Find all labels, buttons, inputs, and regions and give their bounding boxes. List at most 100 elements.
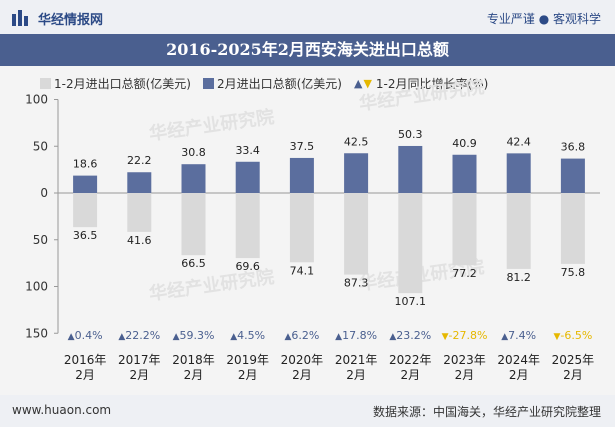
site-url: www.huaon.com: [12, 403, 112, 417]
bar-janfeb: [235, 193, 260, 259]
x-tick-label-line: 2018年: [172, 353, 215, 367]
data-label-janfeb: 75.8: [561, 266, 586, 279]
triangle-down-icon: ▼: [363, 76, 372, 90]
growth-label: ▲23.2%: [389, 329, 431, 342]
data-label-feb: 33.4: [235, 144, 260, 157]
logo-icon: [12, 10, 28, 26]
growth-value: 6.2%: [291, 329, 319, 342]
x-tick-label: 2025年 2月: [552, 353, 595, 382]
growth-label: ▼-6.5%: [553, 329, 592, 342]
watermark-text: 华经产业研究院: [148, 106, 276, 145]
x-tick-label: 2018年 2月: [172, 353, 215, 382]
bar-feb: [506, 153, 531, 193]
growth-value: 7.4%: [508, 329, 536, 342]
tagline: 专业严谨 ● 客观科学: [486, 12, 601, 26]
legend-label-janfeb: 1-2月进出口总额(亿美元): [54, 76, 191, 91]
triangle-down-icon: ▼: [442, 332, 449, 342]
x-tick-label: 2024年 2月: [497, 353, 540, 382]
growth-label: ▲22.2%: [118, 329, 160, 342]
triangle-up-icon: ▲: [335, 332, 342, 342]
bar-feb: [452, 154, 477, 193]
chart-area: 华经产业研究院华经产业研究院华经产业研究院华经产业研究院100500501001…: [25, 76, 600, 382]
x-tick-label-line: 2月: [455, 368, 475, 382]
growth-value: 0.4%: [75, 329, 103, 342]
growth-value: 23.2%: [396, 329, 431, 342]
x-tick-label: 2020年 2月: [281, 353, 324, 382]
bar-janfeb: [452, 193, 477, 266]
growth-label: ▲17.8%: [335, 329, 377, 342]
x-tick-label-line: 2月: [292, 368, 312, 382]
x-tick-label: 2017年 2月: [118, 353, 161, 382]
bar-feb: [560, 158, 585, 193]
bar-janfeb: [344, 193, 369, 275]
data-label-feb: 18.6: [73, 158, 98, 171]
bar-feb: [127, 172, 152, 193]
x-tick-label-line: 2月: [184, 368, 204, 382]
growth-value: 4.5%: [237, 329, 265, 342]
data-label-feb: 36.8: [561, 141, 586, 154]
data-label-feb: 40.9: [452, 137, 477, 150]
legend-item-janfeb: 1-2月进出口总额(亿美元): [40, 75, 191, 92]
x-tick-label-line: 2月: [129, 368, 149, 382]
x-tick-label-line: 2019年: [226, 353, 269, 367]
bar-feb: [344, 153, 369, 193]
x-tick-label: 2021年 2月: [335, 353, 378, 382]
legend-item-growth: ▲ ▼ 1-2月同比增长率(%): [354, 75, 488, 92]
growth-value: 17.8%: [342, 329, 377, 342]
growth-label: ▼-27.8%: [442, 329, 488, 342]
watermark-text: 华经产业研究院: [358, 76, 486, 115]
data-label-feb: 30.8: [181, 146, 206, 159]
x-tick-label-line: 2025年: [552, 353, 595, 367]
x-tick-label-line: 2月: [563, 368, 583, 382]
x-tick-label-line: 2月: [509, 368, 529, 382]
growth-label: ▲6.2%: [284, 329, 319, 342]
y-tick-label: 100: [25, 280, 48, 294]
bar-feb: [181, 164, 206, 193]
data-label-janfeb: 41.6: [127, 234, 152, 247]
bar-feb: [398, 145, 423, 193]
y-tick-label: 50: [33, 233, 48, 247]
x-tick-label-line: 2023年: [443, 353, 486, 367]
growth-label: ▲7.4%: [501, 329, 536, 342]
triangle-up-icon: ▲: [389, 332, 396, 342]
triangle-up-icon: ▲: [353, 76, 363, 90]
bar-feb: [235, 161, 260, 193]
bar-janfeb: [560, 193, 585, 264]
x-tick-label-line: 2月: [238, 368, 258, 382]
bar-feb: [73, 175, 98, 193]
growth-value: -27.8%: [449, 329, 488, 342]
x-tick-label-line: 2月: [400, 368, 420, 382]
x-tick-label-line: 2月: [346, 368, 366, 382]
chart-title: 2016-2025年2月西安海关进出口总额: [0, 34, 615, 66]
x-tick-label-line: 2016年: [64, 353, 107, 367]
data-label-feb: 22.2: [127, 154, 152, 167]
bar-janfeb: [398, 193, 423, 294]
data-label-janfeb: 81.2: [506, 271, 531, 284]
triangle-down-icon: ▼: [553, 332, 560, 342]
triangle-up-icon: ▲: [284, 332, 291, 342]
y-tick-label: 0: [40, 186, 48, 200]
legend-item-feb: 2月进出口总额(亿美元): [202, 75, 342, 92]
growth-label: ▲59.3%: [173, 329, 215, 342]
x-tick-label: 2023年 2月: [443, 353, 486, 382]
x-tick-label-line: 2017年: [118, 353, 161, 367]
data-label-feb: 37.5: [290, 140, 315, 153]
x-tick-label: 2022年 2月: [389, 353, 432, 382]
legend: 1-2月进出口总额(亿美元) 2月进出口总额(亿美元) ▲ ▼ 1-2月同比增长…: [40, 74, 500, 92]
x-tick-label: 2016年 2月: [64, 353, 107, 382]
data-label-feb: 42.5: [344, 135, 369, 148]
x-tick-label: 2019年 2月: [226, 353, 269, 382]
x-tick-label-line: 2022年: [389, 353, 432, 367]
x-tick-label-line: 2020年: [281, 353, 324, 367]
legend-label-feb: 2月进出口总额(亿美元): [216, 76, 342, 91]
growth-value: 59.3%: [179, 329, 214, 342]
growth-label: ▲0.4%: [68, 329, 103, 342]
data-label-janfeb: 87.3: [344, 277, 369, 290]
footer: www.huaon.com 数据来源：中国海关，华经产业研究院整理: [0, 395, 615, 427]
x-tick-label-line: 2021年: [335, 353, 378, 367]
x-tick-label-line: 2024年: [497, 353, 540, 367]
triangle-up-icon: ▲: [230, 332, 237, 342]
triangle-up-icon: ▲: [173, 332, 180, 342]
data-label-janfeb: 69.6: [235, 260, 260, 273]
data-label-janfeb: 107.1: [395, 295, 427, 308]
